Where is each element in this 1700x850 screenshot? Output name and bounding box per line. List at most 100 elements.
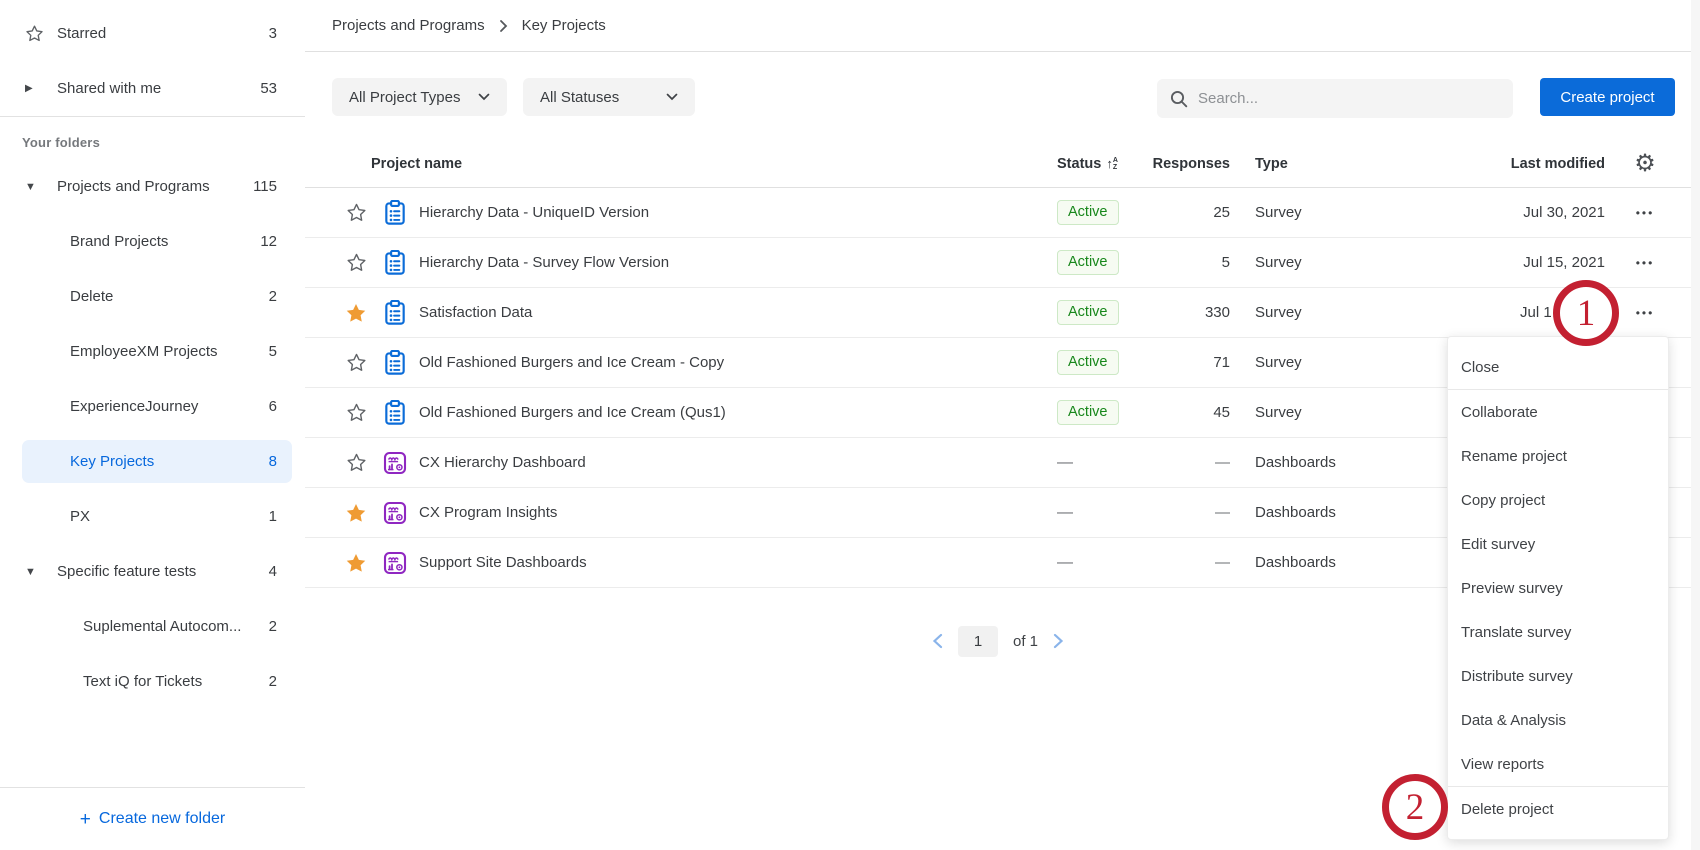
folder-count: 2 (268, 673, 277, 690)
responses-empty: — (1215, 504, 1230, 521)
status-empty: — (1057, 553, 1073, 571)
status-empty: — (1057, 503, 1073, 521)
current-page-input[interactable]: 1 (957, 625, 998, 657)
star-outline-icon[interactable] (341, 452, 371, 473)
project-type: Survey (1255, 204, 1302, 221)
status-badge: Active (1057, 199, 1119, 226)
column-header-type[interactable]: Type (1255, 155, 1288, 172)
folder-count: 8 (268, 453, 277, 470)
create-project-button[interactable]: Create project (1540, 78, 1675, 116)
folder-label: Delete (70, 288, 114, 305)
project-name-link[interactable]: Old Fashioned Burgers and Ice Cream (Qus… (419, 404, 726, 421)
star-outline-icon[interactable] (341, 402, 371, 423)
status-filter-dropdown[interactable]: All Statuses (523, 78, 695, 116)
your-folders-heading: Your folders (22, 135, 101, 150)
survey-icon (371, 249, 419, 276)
star-filled-icon[interactable] (341, 502, 371, 524)
next-page-chevron-icon[interactable] (1053, 633, 1064, 649)
filter-label: All Statuses (540, 88, 620, 106)
project-type: Survey (1255, 254, 1302, 271)
folder-suplemental-autocom[interactable]: Suplemental Autocom... 2 (0, 599, 305, 654)
star-filled-icon[interactable] (341, 302, 371, 324)
status-badge: Active (1057, 349, 1119, 376)
table-row: Hierarchy Data - UniqueID Version Active… (305, 188, 1691, 238)
sidebar-item-starred[interactable]: Starred 3 (0, 6, 305, 61)
menu-item-preview-survey[interactable]: Preview survey (1461, 579, 1563, 597)
menu-item-distribute-survey[interactable]: Distribute survey (1461, 667, 1573, 685)
folder-count: 4 (268, 563, 277, 580)
column-header-project-name[interactable]: Project name (371, 155, 463, 172)
folder-brand-projects[interactable]: Brand Projects 12 (0, 214, 305, 269)
row-actions-button[interactable]: ••• (1635, 255, 1655, 270)
menu-item-translate-survey[interactable]: Translate survey (1461, 623, 1572, 641)
project-name-link[interactable]: Satisfaction Data (419, 304, 533, 321)
project-type: Survey (1255, 354, 1302, 371)
search-input[interactable] (1198, 90, 1488, 107)
project-name-link[interactable]: Hierarchy Data - Survey Flow Version (419, 254, 670, 271)
project-type: Dashboards (1255, 454, 1336, 471)
project-name-link[interactable]: Support Site Dashboards (419, 554, 587, 571)
project-name-link[interactable]: CX Program Insights (419, 504, 558, 521)
previous-page-chevron-icon[interactable] (932, 633, 943, 649)
folder-label: EmployeeXM Projects (70, 343, 218, 360)
menu-item-collaborate[interactable]: Collaborate (1461, 403, 1538, 421)
column-header-status[interactable]: Status ↑ A Z (1057, 156, 1147, 172)
status-badge: Active (1057, 299, 1119, 326)
project-type-filter-dropdown[interactable]: All Project Types (332, 78, 507, 116)
folder-tree: ▼ Projects and Programs 115 Brand Projec… (0, 159, 305, 709)
filter-label: All Project Types (349, 88, 461, 106)
folder-count: 115 (253, 178, 277, 195)
menu-item-delete-project[interactable]: Delete project (1461, 800, 1554, 818)
responses-count: 71 (1213, 354, 1230, 371)
folder-text-iq-for-tickets[interactable]: Text iQ for Tickets 2 (0, 654, 305, 709)
column-header-responses[interactable]: Responses (1152, 155, 1230, 172)
folder-px[interactable]: PX 1 (0, 489, 305, 544)
folder-delete[interactable]: Delete 2 (0, 269, 305, 324)
chevron-right-icon (499, 19, 508, 33)
table-settings-gear-icon[interactable]: ⚙ (1634, 150, 1656, 177)
menu-item-view-reports[interactable]: View reports (1461, 755, 1545, 773)
folder-label: Specific feature tests (57, 563, 197, 580)
project-name-link[interactable]: Hierarchy Data - UniqueID Version (419, 204, 650, 221)
responses-empty: — (1215, 454, 1230, 471)
folder-specific-feature-tests[interactable]: ▼ Specific feature tests 4 (0, 544, 305, 599)
star-outline-icon[interactable] (341, 202, 371, 223)
table-row: Support Site Dashboards — — Dashboards (305, 538, 1691, 588)
menu-item-copy-project[interactable]: Copy project (1461, 491, 1546, 509)
pagination: 1 of 1 (305, 618, 1691, 664)
menu-item-close[interactable]: Close (1461, 358, 1500, 376)
star-filled-icon[interactable] (341, 552, 371, 574)
breadcrumb-projects-and-programs[interactable]: Projects and Programs (332, 17, 485, 34)
expand-triangle-icon[interactable]: ▶ (25, 83, 33, 94)
sidebar-item-shared-with-me[interactable]: ▶ Shared with me 53 (0, 61, 305, 116)
folder-employeexm-projects[interactable]: EmployeeXM Projects 5 (0, 324, 305, 379)
menu-item-edit-survey[interactable]: Edit survey (1461, 535, 1536, 553)
star-outline-icon[interactable] (341, 352, 371, 373)
star-outline-icon[interactable] (341, 252, 371, 273)
plus-icon: + (79, 808, 91, 830)
search-box (1157, 79, 1513, 118)
folder-experiencejourney[interactable]: ExperienceJourney 6 (0, 379, 305, 434)
menu-item-data-analysis[interactable]: Data & Analysis (1461, 711, 1567, 729)
caret-down-icon[interactable]: ▼ (25, 565, 36, 578)
project-name-link[interactable]: CX Hierarchy Dashboard (419, 454, 586, 471)
column-header-last-modified[interactable]: Last modified (1510, 155, 1605, 172)
survey-icon (371, 349, 419, 376)
folder-key-projects-selected[interactable]: Key Projects 8 (0, 434, 305, 489)
create-new-folder-button[interactable]: + Create new folder (80, 810, 225, 829)
project-name-link[interactable]: Old Fashioned Burgers and Ice Cream - Co… (419, 354, 725, 371)
folder-label: Text iQ for Tickets (83, 673, 203, 690)
scroll-gutter[interactable] (1691, 0, 1700, 850)
sort-az-icon[interactable]: ↑ A Z (1106, 156, 1118, 171)
menu-item-rename-project[interactable]: Rename project (1461, 447, 1567, 465)
folder-count: 1 (268, 508, 277, 525)
row-actions-button[interactable]: ••• (1635, 205, 1655, 220)
last-modified-date: Jul 30, 2021 (1523, 204, 1605, 221)
breadcrumb-key-projects[interactable]: Key Projects (521, 17, 606, 34)
folder-count: 5 (268, 343, 277, 360)
breadcrumb: Projects and Programs Key Projects (305, 0, 1691, 52)
folder-projects-and-programs[interactable]: ▼ Projects and Programs 115 (0, 159, 305, 214)
caret-down-icon[interactable]: ▼ (25, 180, 36, 193)
table-row: Old Fashioned Burgers and Ice Cream - Co… (305, 338, 1691, 388)
row-actions-button[interactable]: ••• (1635, 305, 1655, 320)
